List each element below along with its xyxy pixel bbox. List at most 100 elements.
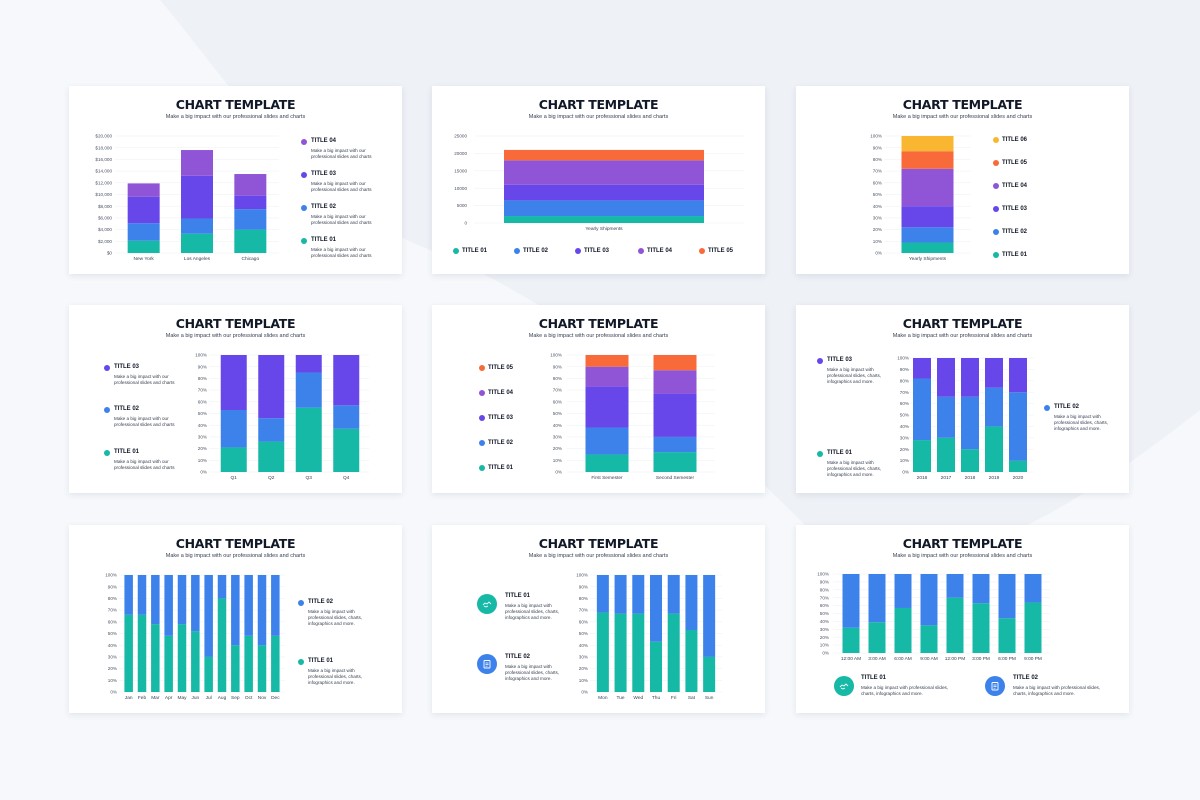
bar-segment bbox=[667, 613, 680, 692]
y-tick-label: 30% bbox=[900, 435, 909, 440]
y-tick-label: 90% bbox=[820, 580, 829, 585]
bar-segment bbox=[181, 150, 213, 176]
bar-segment bbox=[920, 625, 938, 653]
legend-dot bbox=[993, 137, 999, 143]
legend-description: Make a big impact with our professional … bbox=[114, 374, 175, 386]
slide-title: CHART TEMPLATE bbox=[902, 536, 1023, 551]
bar-segment bbox=[271, 635, 280, 692]
legend-item-title-04: TITLE 04 bbox=[479, 390, 513, 396]
title-02-icon-circle bbox=[985, 676, 1005, 696]
x-tick-label: First Semester bbox=[591, 475, 623, 481]
slide-6: CHART TEMPLATE Make a big impact with ou… bbox=[796, 305, 1129, 493]
slide-subtitle: Make a big impact with our professional … bbox=[892, 114, 1033, 120]
bar-segment bbox=[901, 227, 954, 243]
bar-segment bbox=[220, 409, 247, 448]
bar-segment bbox=[231, 645, 240, 692]
x-tick-label: Thu bbox=[652, 695, 661, 701]
x-tick-label: Yearly Shipments bbox=[585, 226, 623, 232]
bar-segment bbox=[234, 209, 267, 230]
y-tick-label: 80% bbox=[900, 378, 909, 383]
y-tick-label: $10,000 bbox=[95, 192, 112, 197]
bar-segment bbox=[650, 575, 662, 642]
y-tick-label: 100% bbox=[105, 573, 117, 578]
legend-item-title-03: TITLE 03 bbox=[575, 248, 609, 254]
x-tick-label: 3:00 PM bbox=[972, 656, 990, 662]
y-tick-label: 50% bbox=[108, 631, 117, 636]
legend-description: Make a big impact with professional slid… bbox=[505, 664, 560, 682]
y-tick-label: 90% bbox=[900, 367, 909, 372]
y-tick-label: 20% bbox=[108, 666, 117, 671]
legend-title: TITLE 01 bbox=[488, 465, 514, 471]
y-tick-label: 0% bbox=[902, 470, 909, 475]
x-tick-label: Tue bbox=[617, 695, 625, 701]
y-tick-label: 60% bbox=[873, 180, 882, 185]
y-tick-label: 60% bbox=[900, 401, 909, 406]
title-02-icon-circle bbox=[477, 654, 497, 674]
x-tick-label: 12:00 PM bbox=[945, 656, 966, 662]
legend-dot bbox=[453, 248, 459, 254]
x-tick-label: Yearly Shipments bbox=[909, 256, 947, 262]
y-tick-label: 30% bbox=[579, 655, 588, 660]
bar-segment bbox=[650, 641, 662, 692]
bar-segment bbox=[901, 206, 954, 228]
bar-segment bbox=[585, 355, 629, 367]
y-tick-label: 60% bbox=[553, 399, 562, 404]
y-tick-label: 20% bbox=[579, 666, 588, 671]
bar-segment bbox=[220, 355, 247, 410]
bar-segment bbox=[1009, 460, 1027, 472]
y-tick-label: 70% bbox=[108, 608, 117, 613]
y-tick-label: 50% bbox=[873, 192, 882, 197]
legend-dot bbox=[479, 390, 485, 396]
bar-segment bbox=[913, 378, 931, 441]
bar-segment bbox=[1024, 602, 1042, 653]
legend-title: TITLE 04 bbox=[1002, 183, 1028, 189]
x-tick-label: 9:00 PM bbox=[1024, 656, 1042, 662]
legend-item-title-02: TITLE 02 bbox=[479, 440, 513, 446]
y-tick-label: 20% bbox=[198, 446, 207, 451]
legend-dot bbox=[104, 450, 110, 456]
y-tick-label: 0% bbox=[581, 690, 588, 695]
legend-title: TITLE 01 bbox=[505, 593, 531, 599]
y-tick-label: 30% bbox=[873, 216, 882, 221]
y-tick-label: 10% bbox=[198, 458, 207, 463]
y-tick-label: 20% bbox=[820, 635, 829, 640]
bar-segment bbox=[234, 174, 267, 196]
bar-segment bbox=[127, 240, 160, 253]
y-tick-label: 10% bbox=[108, 678, 117, 683]
legend-title: TITLE 01 bbox=[1002, 252, 1028, 258]
slide-7: CHART TEMPLATE Make a big impact with ou… bbox=[69, 525, 402, 713]
bar-segment bbox=[972, 574, 990, 604]
legend-dot bbox=[298, 659, 304, 665]
bar-segment bbox=[257, 575, 267, 646]
legend-dot bbox=[479, 365, 485, 371]
legend-title: TITLE 03 bbox=[311, 171, 337, 177]
bar-segment bbox=[127, 183, 160, 197]
legend-title: TITLE 02 bbox=[523, 248, 549, 254]
bar-segment bbox=[985, 387, 1003, 427]
slide-title: CHART TEMPLATE bbox=[175, 97, 296, 112]
chart-9: 0% 10% 20% 30% 40% 50% 60% 70% 80% 90% 100% 12:00 A… bbox=[817, 572, 1050, 662]
legend-title: TITLE 02 bbox=[1013, 675, 1039, 681]
bar-segment bbox=[961, 358, 979, 397]
bar-segment bbox=[234, 229, 267, 253]
bar-segment bbox=[937, 396, 955, 438]
y-tick-label: 10% bbox=[579, 678, 588, 683]
bar-segment bbox=[333, 428, 360, 472]
y-tick-label: 40% bbox=[198, 423, 207, 428]
bar-segment bbox=[614, 575, 627, 614]
x-tick-label: 9:00 AM bbox=[920, 656, 938, 662]
slide-title: CHART TEMPLATE bbox=[538, 97, 659, 112]
y-tick-label: 60% bbox=[198, 399, 207, 404]
bar-segment bbox=[164, 635, 173, 692]
y-tick-label: 30% bbox=[108, 655, 117, 660]
legend-title: TITLE 02 bbox=[1054, 404, 1080, 410]
legend-title: TITLE 03 bbox=[114, 364, 140, 370]
legend-description: Make a big impact with professional slid… bbox=[861, 685, 949, 697]
y-tick-label: 80% bbox=[198, 376, 207, 381]
x-tick-label: Sep bbox=[231, 695, 240, 701]
y-tick-label: 90% bbox=[579, 584, 588, 589]
y-tick-label: 40% bbox=[108, 643, 117, 648]
y-tick-label: 70% bbox=[579, 608, 588, 613]
slide-title: CHART TEMPLATE bbox=[902, 316, 1023, 331]
x-tick-label: Jan bbox=[125, 695, 133, 701]
